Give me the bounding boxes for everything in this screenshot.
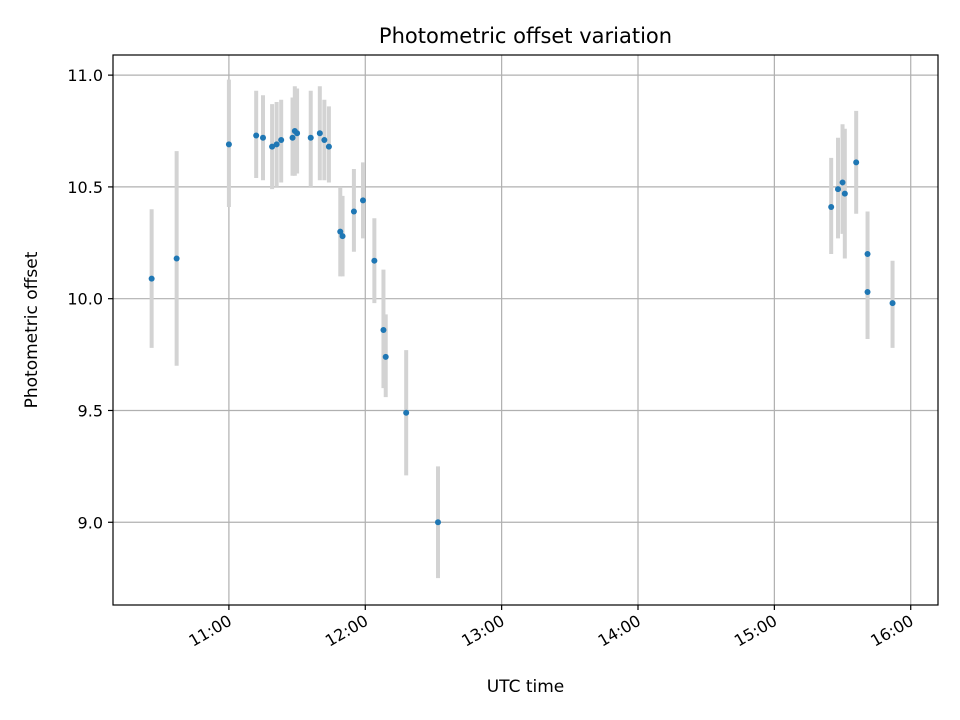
data-point	[253, 132, 260, 139]
data-point	[294, 130, 301, 137]
x-axis-label: UTC time	[487, 677, 565, 697]
data-point	[380, 327, 387, 333]
y-axis-label: Photometric offset	[22, 251, 42, 408]
data-point	[828, 204, 835, 211]
data-point	[360, 197, 366, 204]
data-point	[864, 250, 871, 257]
plot-frame	[112, 54, 939, 606]
data-point	[339, 233, 346, 240]
chart-title: Photometric offset variation	[379, 24, 672, 48]
data-points	[148, 128, 896, 526]
y-tick-label: 9.0	[78, 513, 103, 532]
data-point	[148, 275, 155, 282]
y-tick-label: 10.0	[67, 290, 103, 309]
data-point	[321, 136, 328, 143]
data-point	[841, 190, 848, 197]
data-point	[889, 300, 896, 307]
data-point	[325, 143, 332, 150]
data-point	[173, 255, 180, 262]
data-point	[337, 228, 344, 235]
data-point	[403, 409, 410, 416]
data-point	[382, 353, 389, 360]
y-axis-ticks: 9.0 9.5 10.0 10.5 11.0	[67, 66, 113, 532]
data-point	[278, 136, 285, 143]
data-point	[260, 134, 266, 141]
data-point	[307, 134, 314, 141]
data-point	[371, 257, 378, 264]
data-point	[839, 179, 846, 186]
y-tick-label: 9.5	[78, 401, 103, 420]
data-point	[289, 134, 296, 141]
data-point	[435, 519, 441, 526]
grid	[113, 55, 938, 605]
data-point	[269, 143, 276, 150]
data-point	[835, 186, 841, 193]
data-point	[853, 159, 860, 166]
data-point	[225, 141, 232, 148]
data-point	[350, 208, 357, 215]
y-tick-label: 11.0	[67, 66, 103, 85]
data-point	[316, 130, 323, 137]
data-point	[864, 288, 871, 295]
data-point	[273, 141, 280, 148]
y-tick-label: 10.5	[67, 178, 103, 197]
